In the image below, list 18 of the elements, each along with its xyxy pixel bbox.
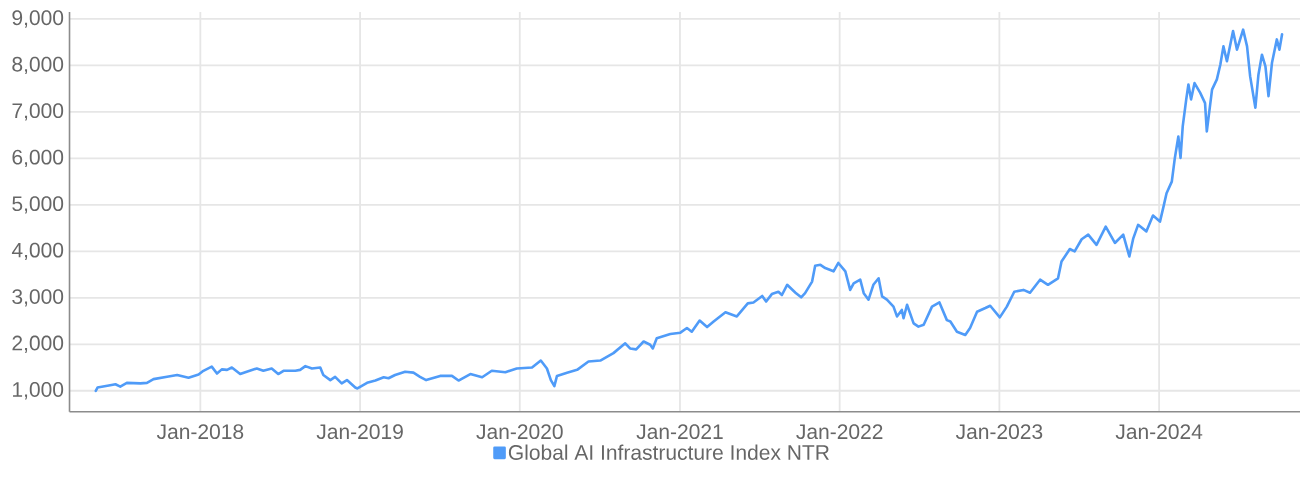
y-tick-label: 8,000 [12, 56, 64, 75]
legend-label: Global AI Infrastructure Index NTR [508, 444, 829, 460]
x-tick-label: Jan-2020 [476, 424, 563, 440]
y-tick-label: 1,000 [13, 382, 64, 400]
y-tick-label: 6,000 [12, 149, 64, 168]
x-tick-label: Jan-2023 [955, 424, 1043, 440]
y-tick-label: 4,000 [11, 242, 64, 261]
x-tick-label: Jan-2019 [316, 424, 403, 440]
y-tick-label: 2,000 [12, 335, 64, 353]
line-series [94, 28, 1284, 393]
x-tick-label: Jan-2024 [1115, 424, 1203, 440]
x-tick-label: Jan-2022 [796, 424, 883, 440]
y-tick-label: 9,000 [12, 10, 64, 28]
y-tick-label: 3,000 [12, 289, 64, 307]
y-tick-label: 5,000 [12, 196, 64, 214]
y-tick-label: 7,000 [12, 103, 64, 121]
x-tick-label: Jan-2018 [156, 424, 244, 440]
x-tick-label: Jan-2021 [636, 424, 723, 440]
